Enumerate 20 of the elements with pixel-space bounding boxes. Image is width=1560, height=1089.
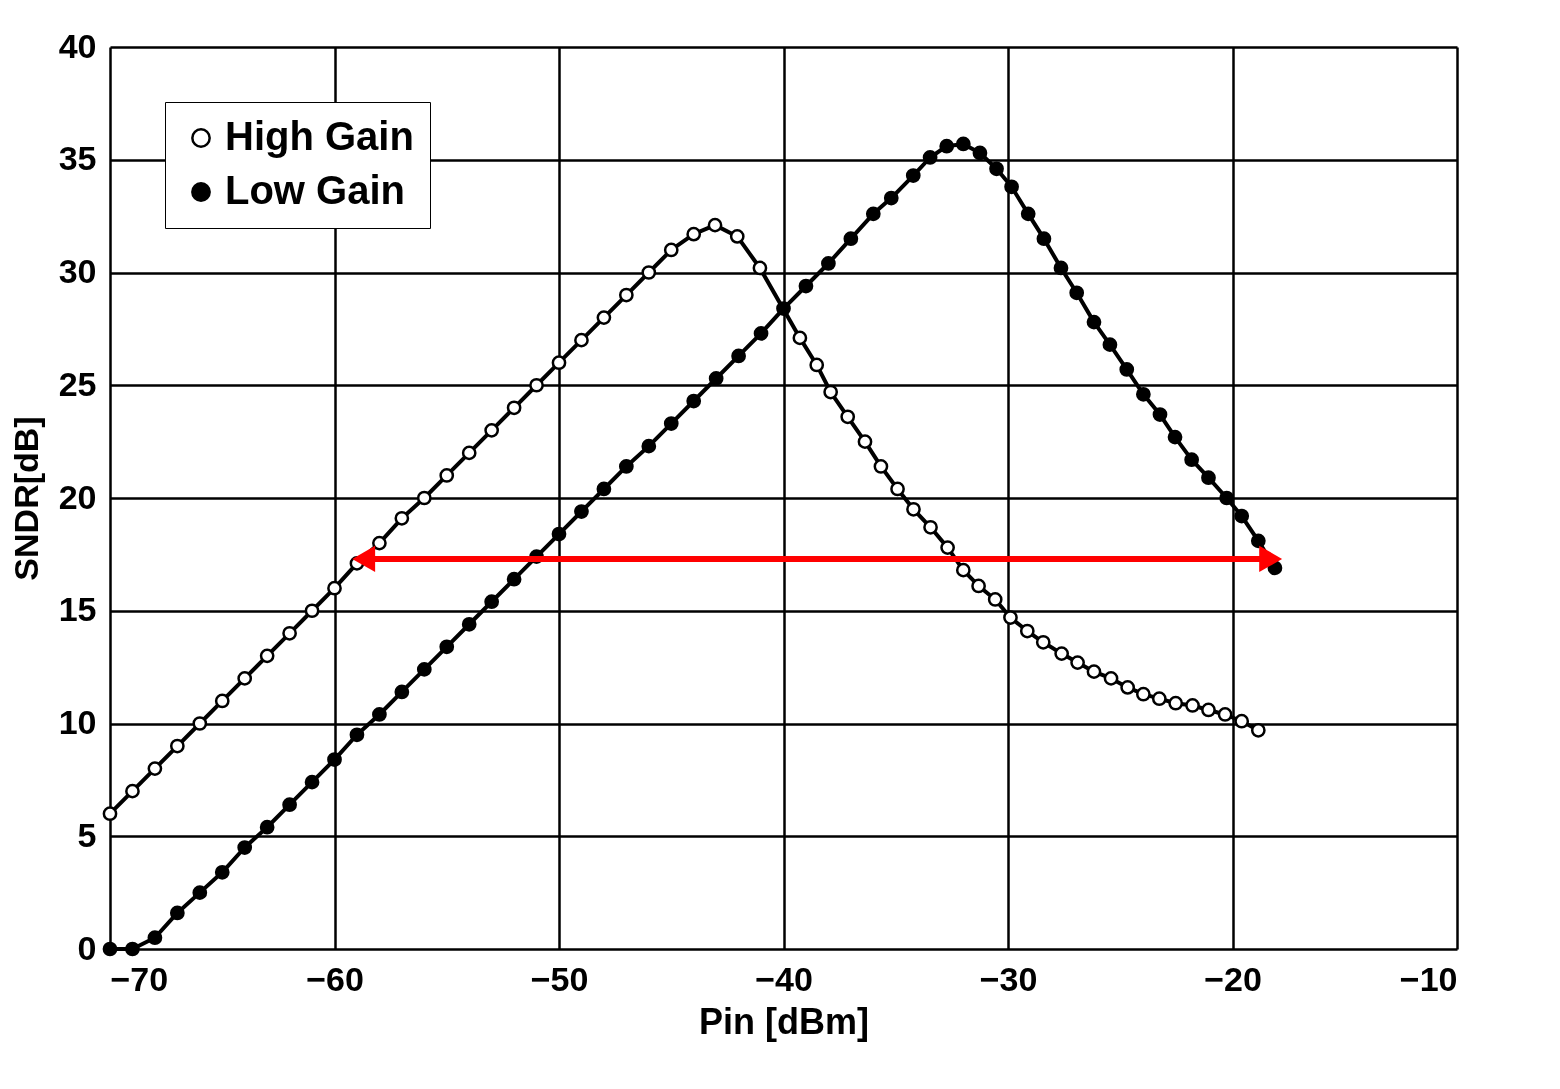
- legend-label: Low Gain: [225, 168, 405, 212]
- x-axis-title: Pin [dBm]: [699, 1000, 869, 1042]
- x-tick-label: −30: [979, 959, 1038, 998]
- y-tick-label: 15: [58, 590, 97, 629]
- x-tick-label: −40: [755, 959, 813, 998]
- y-tick-label: 40: [58, 26, 97, 65]
- legend-label: High Gain: [225, 114, 414, 158]
- y-tick-label: 30: [58, 252, 97, 290]
- y-tick-label: 10: [58, 703, 97, 741]
- x-tick-label: −10: [1399, 959, 1458, 998]
- x-tick-label: −50: [530, 959, 589, 998]
- x-tick-label: −70: [110, 959, 169, 998]
- y-tick-label: 35: [58, 139, 97, 178]
- x-tick-label: −20: [1204, 959, 1262, 998]
- y-axis-title: SNDR[dB]: [6, 416, 45, 581]
- y-tick-label: 0: [77, 928, 97, 967]
- x-tick-label: −60: [306, 959, 364, 998]
- y-tick-label: 25: [58, 364, 97, 403]
- y-tick-label: 5: [77, 815, 97, 854]
- y-tick-label: 20: [58, 477, 97, 516]
